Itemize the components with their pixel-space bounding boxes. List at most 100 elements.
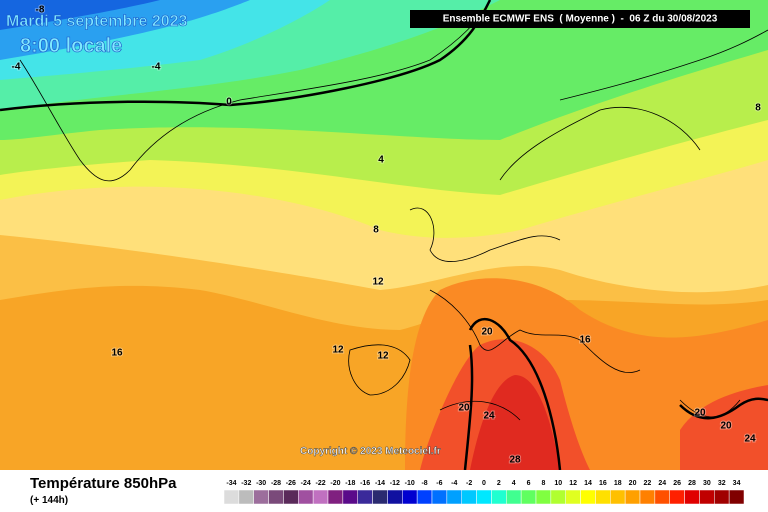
- scale-label: 24: [658, 480, 666, 487]
- color-cell: [327, 489, 344, 505]
- scale-label: -10: [405, 480, 415, 487]
- scale-label: 16: [599, 480, 607, 487]
- color-cell: [476, 489, 492, 505]
- color-cell: [624, 489, 641, 505]
- scale-label: -20: [330, 480, 340, 487]
- scale-label: 2: [497, 480, 501, 487]
- scale-label: 12: [569, 480, 577, 487]
- scale-label: -30: [256, 480, 266, 487]
- contour-label: 20: [481, 327, 493, 338]
- temperature-field: [0, 0, 768, 470]
- scale-label: 4: [512, 480, 516, 487]
- scale-label: -16: [360, 480, 370, 487]
- contour-label: 4: [378, 155, 384, 166]
- contour-label: 16: [579, 335, 591, 346]
- color-cell: [312, 489, 329, 505]
- scale-label: 0: [482, 480, 486, 487]
- scale-label: -18: [345, 480, 355, 487]
- color-cell: [550, 489, 566, 505]
- scale-label: -24: [301, 480, 311, 487]
- date: Mardi 5 septembre 2023: [6, 13, 188, 30]
- scale-label: 22: [644, 480, 652, 487]
- color-cell: [253, 489, 269, 505]
- contour-label: -4: [152, 62, 161, 73]
- scale-label: -26: [286, 480, 296, 487]
- scale-label: -8: [421, 480, 427, 487]
- scale-label: -2: [466, 480, 472, 487]
- color-cell: [268, 489, 284, 505]
- color-cell: [342, 489, 358, 505]
- color-cell: [223, 489, 240, 505]
- color-cell: [639, 489, 656, 505]
- color-cell: [357, 489, 373, 505]
- contour-label: 8: [755, 103, 761, 114]
- scale-label: 10: [554, 480, 562, 487]
- color-cell: [238, 489, 254, 505]
- coastlines: [19, 0, 768, 421]
- copyright: Copyright © 2023 Meteociel.fr: [300, 446, 441, 457]
- scale-label: -22: [316, 480, 326, 487]
- scale-label: -32: [241, 480, 251, 487]
- scale-label: 34: [733, 480, 741, 487]
- contour-label: -4: [12, 62, 21, 73]
- contour-label: 20: [458, 403, 470, 414]
- color-cell: [491, 489, 507, 505]
- key-isotherms: [0, 0, 768, 471]
- color-cell: [565, 489, 581, 505]
- color-cell: [372, 489, 388, 505]
- scale-label: -4: [451, 480, 457, 487]
- color-cell: [699, 489, 715, 505]
- scale-label: 14: [584, 480, 592, 487]
- contour-label: 12: [377, 351, 389, 362]
- color-cell: [387, 489, 403, 505]
- color-cell: [506, 489, 522, 505]
- scale-label: -6: [436, 480, 442, 487]
- contour-label: 20: [720, 421, 732, 432]
- color-cell: [728, 489, 745, 505]
- scale-label: 6: [527, 480, 531, 487]
- color-cell: [535, 489, 552, 505]
- scale-label: 26: [673, 480, 681, 487]
- contour-label: 24: [744, 434, 756, 445]
- scale-label: -34: [226, 480, 236, 487]
- scale-label: 18: [614, 480, 622, 487]
- contour-label: 12: [332, 345, 344, 356]
- local-time: 8:00 locale: [20, 35, 122, 57]
- scale-label: 8: [541, 480, 545, 487]
- color-cell: [461, 489, 477, 505]
- scale-label: 32: [718, 480, 726, 487]
- color-cell: [431, 489, 448, 505]
- color-cell: [446, 489, 462, 505]
- color-cell: [595, 489, 611, 505]
- color-cell: [520, 489, 537, 505]
- color-cell: [684, 489, 700, 505]
- scale-label: 30: [703, 480, 711, 487]
- color-cell: [580, 489, 596, 505]
- contour-label: -8: [36, 5, 45, 16]
- color-cell: [610, 489, 626, 505]
- contour-label: 8: [373, 225, 379, 236]
- contour-label: 16: [111, 348, 123, 359]
- contour-label: 12: [372, 277, 384, 288]
- scale-label: -28: [271, 480, 281, 487]
- legend-title: Température 850hPa: [30, 475, 177, 492]
- color-cell: [654, 489, 670, 505]
- scale-label: 28: [688, 480, 696, 487]
- color-cell: [714, 489, 730, 505]
- scale-label: 20: [629, 480, 637, 487]
- color-cell: [402, 489, 418, 505]
- color-cell: [298, 489, 314, 505]
- legend-subtitle: (+ 144h): [30, 495, 68, 506]
- contour-label: 28: [509, 455, 521, 466]
- color-cell: [669, 489, 685, 505]
- scale-label: -14: [375, 480, 385, 487]
- contour-label: 24: [483, 411, 495, 422]
- contour-label: 20: [694, 408, 706, 419]
- scale-label: -12: [390, 480, 400, 487]
- color-cell: [416, 489, 433, 505]
- model-info: Ensemble ECMWF ENS ( Moyenne ) - 06 Z du…: [443, 14, 718, 25]
- contour-label: 0: [226, 97, 232, 108]
- color-cell: [283, 489, 299, 505]
